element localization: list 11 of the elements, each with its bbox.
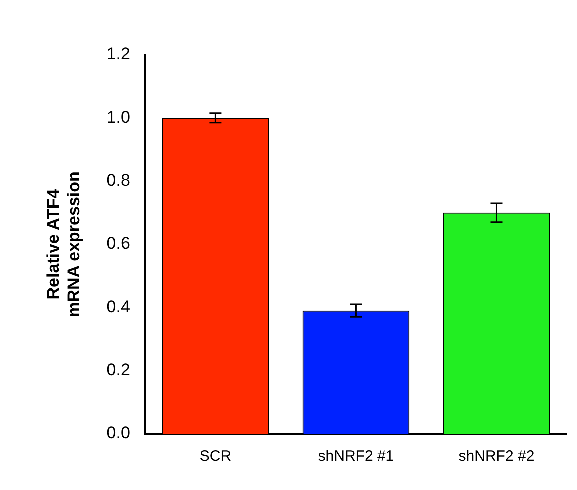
x-tick-label: shNRF2 #1: [318, 448, 394, 466]
y-tick-label: 0.4: [106, 297, 130, 316]
y-axis-title: Relative ATF4 mRNA expression: [44, 172, 84, 318]
y-tick-label: 0.2: [106, 360, 130, 380]
y-tick-label: 0.6: [106, 234, 130, 254]
y-tick-label: 0.8: [106, 171, 130, 190]
y-tick-label: 0.0: [106, 424, 130, 443]
x-tick-label: SCR: [200, 448, 232, 466]
x-tick-label: shNRF2 #2: [458, 448, 535, 466]
y-tick-label: 1.0: [106, 108, 130, 127]
y-tick-label: 1.2: [106, 44, 130, 64]
